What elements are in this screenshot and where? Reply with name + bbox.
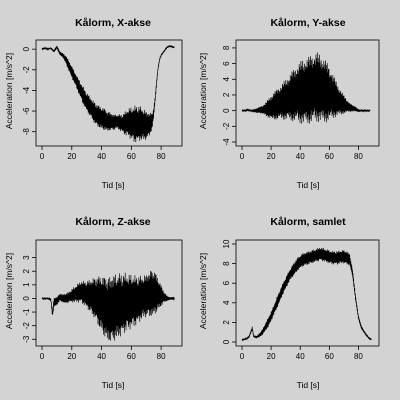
panel-4-y-tick-label: 6 [222, 280, 231, 285]
panel-2-series-line [241, 52, 371, 124]
panel-4-x-tick-label: 20 [267, 352, 276, 361]
panel-3-y-axis: -3 -2 -1 0 1 2 3 [22, 255, 36, 343]
panel-1-y-tick-label: -4 [22, 86, 31, 94]
panel-3-xlabel: Tid [s] [102, 380, 125, 390]
panel-1-y-tick-label: -6 [22, 107, 31, 115]
panel-2-y-tick-label: 0 [222, 108, 231, 113]
panel-3-y-tick-label: 3 [22, 255, 31, 260]
panel-4-x-tick-label: 40 [296, 352, 305, 361]
panel-3-x-tick-label: 0 [40, 352, 45, 361]
panel-1-x-tick-label: 80 [157, 152, 166, 161]
panel-4-x-tick-label: 80 [354, 352, 363, 361]
panel-2-y-tick-label: -4 [222, 138, 231, 146]
panel-1: Kålorm, X-akse Tid [s] Acceleration [m/s… [4, 17, 183, 190]
panel-1-y-axis: 0 -2 -4 -6 -8 [22, 46, 36, 135]
panel-3-y-tick-label: -1 [22, 308, 31, 316]
panel-3-y-tick-label: 2 [22, 268, 31, 273]
panel-2-plot-box [235, 39, 380, 147]
panel-1-y-tick-label: 0 [22, 46, 31, 51]
panel-3: Kålorm, Z-akse Tid [s] Acceleration [m/s… [4, 216, 183, 390]
panel-1-x-tick-label: 40 [97, 152, 106, 161]
panel-2: Kålorm, Y-akse Tid [s] Acceleration [m/s… [198, 17, 380, 190]
panel-4-xlabel: Tid [s] [297, 380, 320, 390]
panel-2-y-axis: -4 -2 0 2 4 6 8 [222, 45, 236, 146]
panel-3-plot-box [35, 239, 183, 347]
panel-3-x-tick-label: 20 [67, 352, 76, 361]
panel-2-x-tick-label: 40 [296, 152, 305, 161]
panel-2-x-axis: 0 20 40 60 80 [240, 146, 363, 161]
panel-3-x-tick-label: 40 [97, 352, 106, 361]
panel-1-y-tick-label: -8 [22, 128, 31, 136]
panel-1-ylabel: Acceleration [m/s^2] [4, 53, 14, 129]
panel-4-x-axis: 0 20 40 60 80 [240, 346, 363, 361]
panel-3-title: Kålorm, Z-akse [75, 216, 150, 228]
panel-3-y-tick-label: -2 [22, 322, 31, 330]
panel-4-y-tick-label: 2 [222, 320, 231, 325]
panel-3-y-tick-label: 0 [22, 296, 31, 301]
panel-1-x-tick-label: 60 [127, 152, 136, 161]
panel-3-y-tick-label: 1 [22, 282, 31, 287]
panel-2-y-tick-label: 8 [222, 45, 231, 50]
panel-4-y-tick-label: 10 [222, 239, 231, 248]
panel-2-x-tick-label: 20 [267, 152, 276, 161]
panel-1-y-tick-label: -2 [22, 66, 31, 74]
panel-4-x-tick-label: 0 [240, 352, 245, 361]
panel-4-series-line [241, 247, 372, 342]
panel-4-y-axis: 0 2 4 6 8 10 [222, 239, 236, 344]
panel-4-x-tick-label: 60 [325, 352, 334, 361]
panel-4-title: Kålorm, samlet [270, 216, 346, 228]
panel-3-y-tick-label: -3 [22, 335, 31, 343]
panel-2-xlabel: Tid [s] [297, 180, 320, 190]
panel-1-x-tick-label: 20 [67, 152, 76, 161]
panel-2-x-tick-label: 80 [354, 152, 363, 161]
panel-3-x-tick-label: 60 [127, 352, 136, 361]
panel-4-plot-box [235, 239, 380, 347]
panel-2-x-tick-label: 0 [240, 152, 245, 161]
panel-1-plot-box [35, 39, 183, 147]
panel-2-y-tick-label: -2 [222, 122, 231, 130]
panel-2-y-tick-label: 6 [222, 61, 231, 66]
panel-2-y-tick-label: 4 [222, 77, 231, 82]
panel-2-ylabel: Acceleration [m/s^2] [198, 53, 208, 129]
panel-1-x-axis: 0 20 40 60 80 [40, 146, 166, 161]
panel-2-x-tick-label: 60 [325, 152, 334, 161]
panel-4: Kålorm, samlet Tid [s] Acceleration [m/s… [198, 216, 380, 390]
panel-4-ylabel: Acceleration [m/s^2] [198, 253, 208, 329]
panel-1-x-tick-label: 0 [40, 152, 45, 161]
panel-2-y-tick-label: 2 [222, 92, 231, 97]
panel-1-xlabel: Tid [s] [102, 180, 125, 190]
panel-1-series-line [41, 44, 175, 143]
panel-3-ylabel: Acceleration [m/s^2] [4, 253, 14, 329]
panel-2-title: Kålorm, Y-akse [270, 17, 345, 29]
panel-1-title: Kålorm, X-akse [75, 17, 151, 29]
panel-4-y-tick-label: 0 [222, 339, 231, 344]
panel-4-y-tick-label: 8 [222, 261, 231, 266]
panel-3-series-line [41, 270, 175, 341]
panel-3-x-axis: 0 20 40 60 80 [40, 346, 166, 361]
panel-3-x-tick-label: 80 [157, 352, 166, 361]
panel-4-y-tick-label: 4 [222, 300, 231, 305]
